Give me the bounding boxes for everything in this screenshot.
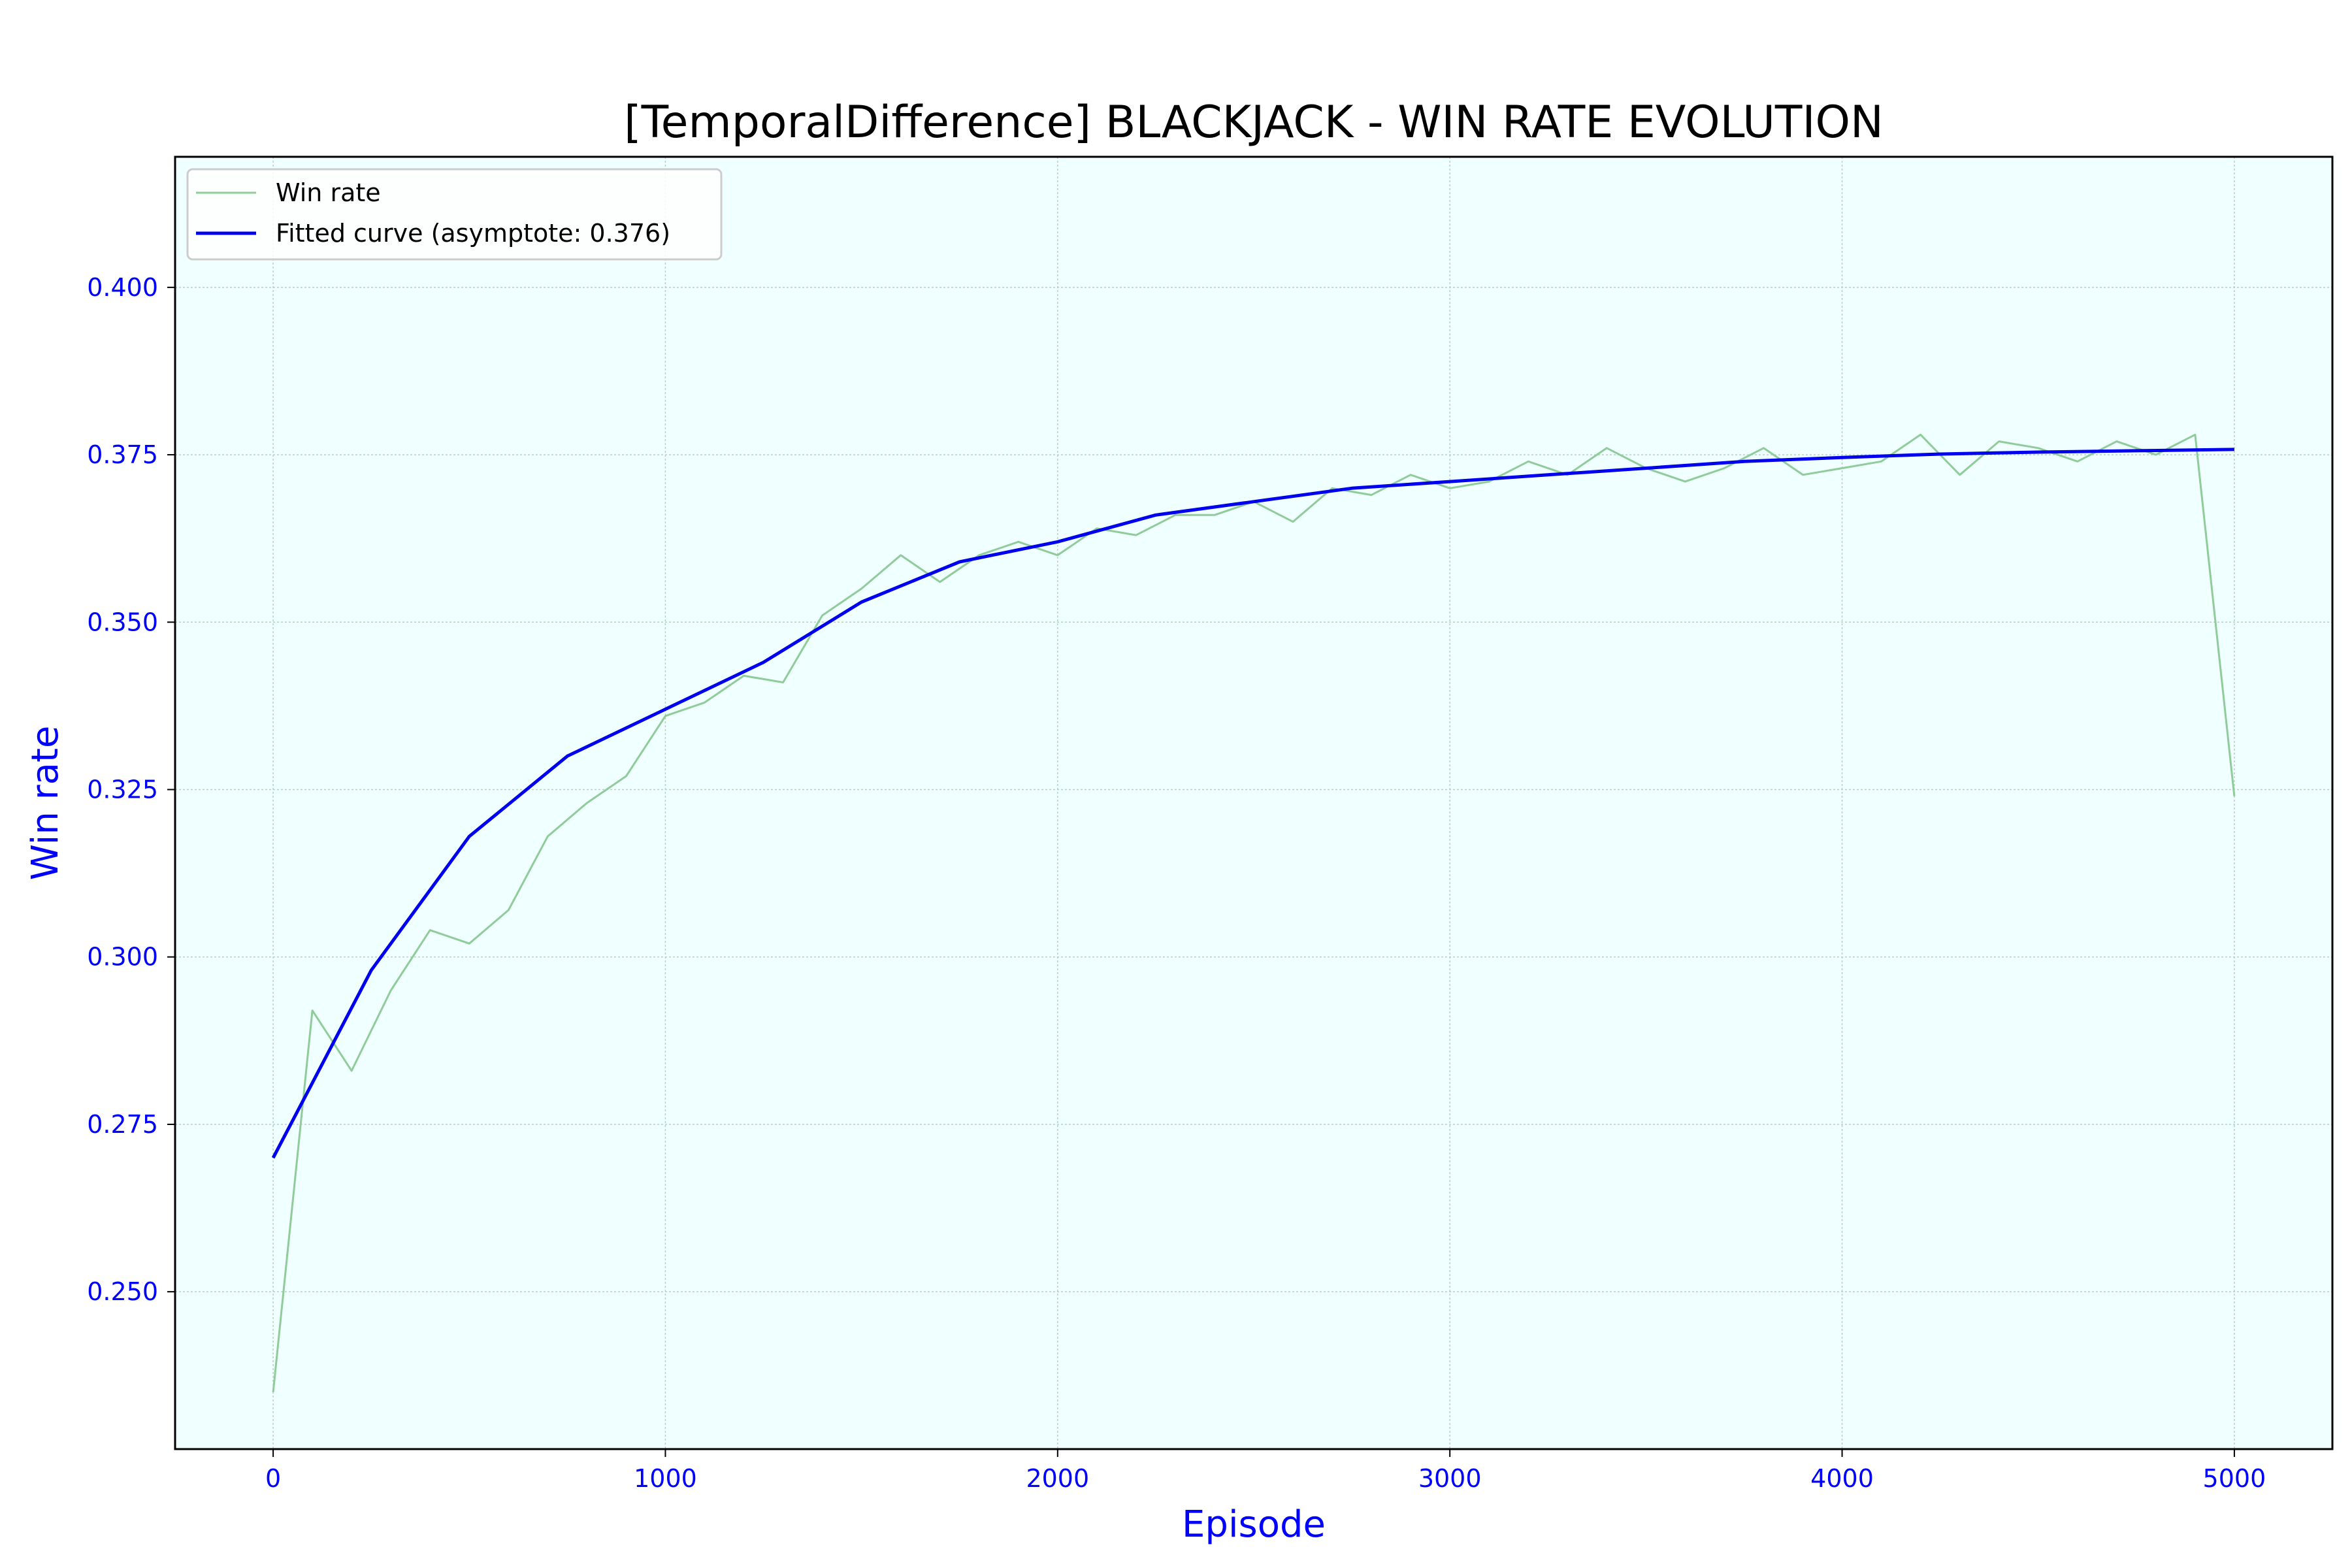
legend-box <box>186 168 723 261</box>
y-tick-label: 0.325 <box>87 776 158 804</box>
x-axis: 0 1000 2000 3000 4000 5000 <box>265 1449 2266 1493</box>
y-tick-label: 0.375 <box>87 440 158 469</box>
x-tick-label: 3000 <box>1418 1464 1482 1493</box>
chart-title: [TemporalDifference] BLACKJACK - WIN RAT… <box>624 97 1884 148</box>
x-axis-label: Episode <box>1182 1503 1326 1546</box>
x-tick-label: 4000 <box>1810 1464 1874 1493</box>
plot-area <box>175 157 2332 1449</box>
series-layer <box>271 433 2236 1393</box>
y-tick-label: 0.300 <box>87 943 158 972</box>
y-tick-label: 0.250 <box>87 1277 158 1306</box>
plot-frame <box>174 155 2334 1450</box>
x-tick-label: 5000 <box>2203 1464 2266 1493</box>
y-axis: 0.250 0.275 0.300 0.325 0.350 0.375 0.400 <box>87 273 175 1306</box>
x-tick-label: 2000 <box>1026 1464 1089 1493</box>
y-axis-label: Win rate <box>24 726 67 881</box>
x-tick-label: 0 <box>265 1464 281 1493</box>
legend: Win rate Fitted curve (asymptote: 0.376) <box>186 168 723 261</box>
series-line-fitted-curve <box>271 448 2234 1159</box>
y-tick-label: 0.350 <box>87 608 158 636</box>
grid <box>175 157 2332 1449</box>
y-tick-label: 0.400 <box>87 273 158 302</box>
legend-label-fitted-curve: Fitted curve (asymptote: 0.376) <box>276 219 670 248</box>
x-tick-label: 1000 <box>634 1464 697 1493</box>
legend-label-win-rate: Win rate <box>276 178 381 207</box>
y-tick-label: 0.275 <box>87 1110 158 1139</box>
